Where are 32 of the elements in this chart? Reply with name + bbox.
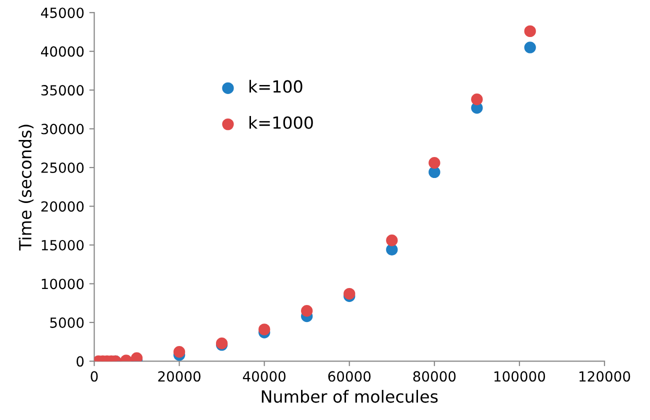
x-axis-title: Number of molecules xyxy=(262,390,438,403)
point xyxy=(524,25,536,38)
legend-label: k=1000 xyxy=(249,116,313,129)
y-tick-label: 10000 xyxy=(42,278,84,290)
y-tick-label: 45000 xyxy=(41,8,84,18)
point xyxy=(386,244,398,256)
y-tick-label: 30000 xyxy=(41,124,84,134)
point xyxy=(258,324,270,336)
y-tick-label: 5000 xyxy=(50,317,84,328)
point xyxy=(173,346,186,358)
x-tick-label: 60000 xyxy=(328,371,371,382)
point xyxy=(344,288,356,300)
point xyxy=(301,305,313,317)
point xyxy=(524,42,536,54)
x-tick-label: 80000 xyxy=(413,371,456,382)
y-tick-label: 20000 xyxy=(41,201,84,212)
legend-label: k=100 xyxy=(249,80,302,93)
y-tick-label: 25000 xyxy=(41,162,84,174)
x-tick-label: 120000 xyxy=(580,371,630,382)
point xyxy=(428,166,440,178)
point xyxy=(386,234,398,246)
y-tick-label: 0 xyxy=(76,356,84,367)
y-axis-title: Time (seconds) xyxy=(18,124,34,251)
point xyxy=(428,157,440,169)
x-tick-label: 100000 xyxy=(494,371,546,382)
y-tick-label: 15000 xyxy=(42,240,84,250)
y-tick-label: 40000 xyxy=(41,46,84,57)
point xyxy=(471,94,483,106)
x-tick-label: 20000 xyxy=(158,371,200,382)
x-tick-label: 40000 xyxy=(242,371,286,382)
y-tick-label: 35000 xyxy=(41,85,84,96)
x-tick-label: 0 xyxy=(90,371,98,382)
